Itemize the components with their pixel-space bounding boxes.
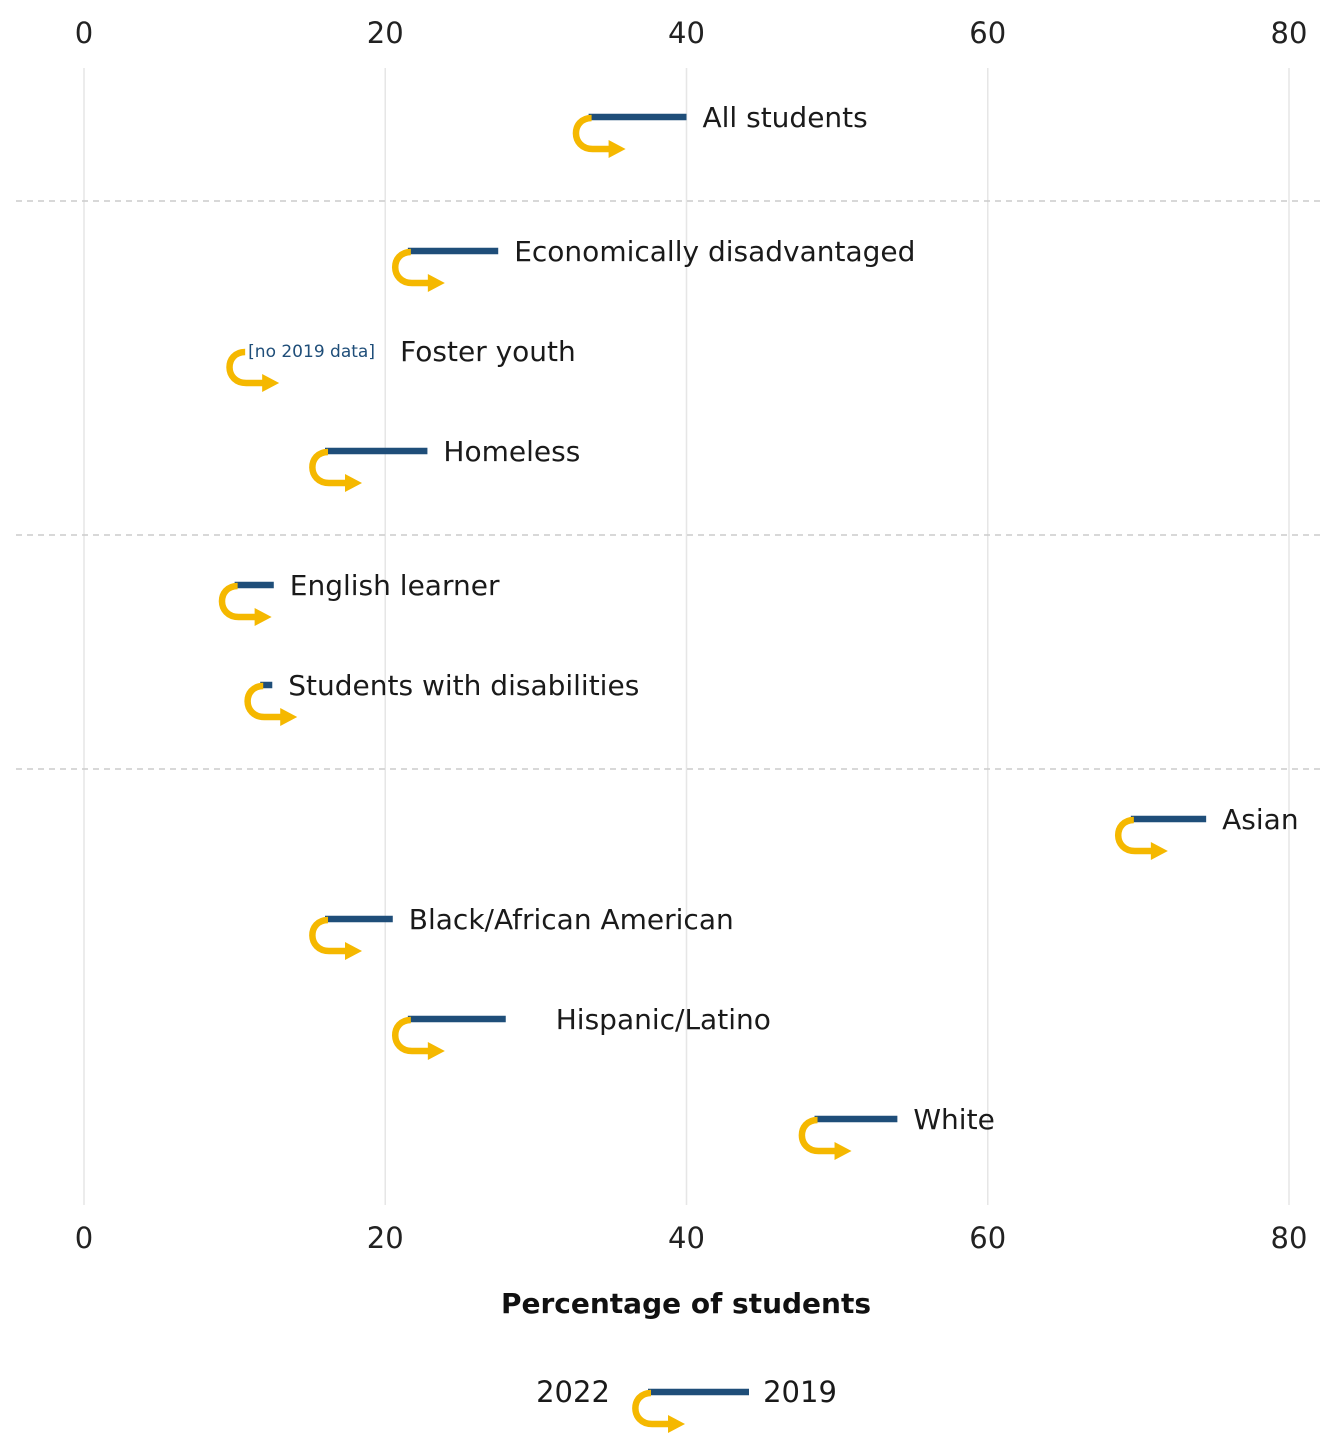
grid-lines	[83, 68, 1290, 1205]
arrow-2022-homeless	[309, 448, 362, 492]
legend-arrow-mark	[632, 1388, 749, 1433]
bottom-tick-label-0: 0	[75, 1221, 93, 1255]
bottom-tick-label-40: 40	[668, 1221, 705, 1255]
top-tick-label-80: 80	[1271, 16, 1308, 50]
row-homeless: Homeless	[309, 435, 580, 492]
arrow-2022-foster-youth	[226, 348, 280, 392]
label-students-with-disabilities: Students with disabilities	[288, 669, 639, 702]
label-all-students: All students	[703, 101, 868, 134]
label-english-learner: English learner	[290, 569, 500, 602]
label-homeless: Homeless	[443, 435, 580, 468]
data-marks: All students Economically disadvantaged [n…	[218, 101, 1299, 1160]
top-tick-label-20: 20	[367, 16, 404, 50]
arrow-2022-economically-disadvantaged	[392, 248, 445, 292]
row-all-students: All students	[572, 101, 868, 158]
bottom-tick-label-20: 20	[367, 1221, 404, 1255]
label-economically-disadvantaged: Economically disadvantaged	[514, 235, 915, 268]
legend: 2022 2019	[536, 1375, 837, 1433]
row-asian: Asian	[1115, 803, 1299, 860]
arrow-2022-black-african-american	[309, 916, 362, 960]
row-english-learner: English learner	[218, 569, 500, 626]
legend-arrow-2022	[632, 1389, 685, 1433]
top-axis-ticks: 0 20 40 60 80	[75, 16, 1308, 50]
label-asian: Asian	[1222, 803, 1298, 836]
arrow-2022-students-with-disabilities	[244, 682, 298, 726]
label-white: White	[913, 1103, 994, 1136]
bottom-tick-label-60: 60	[969, 1221, 1006, 1255]
row-students-with-disabilities: Students with disabilities	[244, 669, 639, 726]
top-tick-label-0: 0	[75, 16, 93, 50]
row-black-african-american: Black/African American	[309, 903, 734, 960]
row-hispanic-latino: Hispanic/Latino	[392, 1003, 771, 1060]
top-tick-label-60: 60	[969, 16, 1006, 50]
row-foster-youth: [no 2019 data] Foster youth	[226, 335, 576, 392]
label-hispanic-latino: Hispanic/Latino	[556, 1003, 771, 1036]
x-axis-title: Percentage of students	[501, 1287, 871, 1320]
arrow-2022-english-learner	[218, 582, 272, 626]
no-data-note-foster-youth: [no 2019 data]	[248, 342, 375, 362]
bottom-axis-ticks: 0 20 40 60 80	[75, 1221, 1308, 1255]
arrow-2022-white	[798, 1116, 852, 1160]
arrow-2022-hispanic-latino	[392, 1016, 445, 1060]
row-economically-disadvantaged: Economically disadvantaged	[392, 235, 915, 292]
top-tick-label-40: 40	[668, 16, 705, 50]
row-white: White	[798, 1103, 995, 1160]
bottom-tick-label-80: 80	[1271, 1221, 1308, 1255]
label-black-african-american: Black/African American	[409, 903, 734, 936]
label-foster-youth: Foster youth	[400, 335, 576, 368]
arrow-2022-asian	[1115, 816, 1168, 860]
arrow-2022-all-students	[572, 114, 626, 158]
legend-2022-label: 2022	[536, 1375, 610, 1409]
group-separators	[16, 200, 1321, 770]
legend-2019-label: 2019	[763, 1375, 837, 1409]
